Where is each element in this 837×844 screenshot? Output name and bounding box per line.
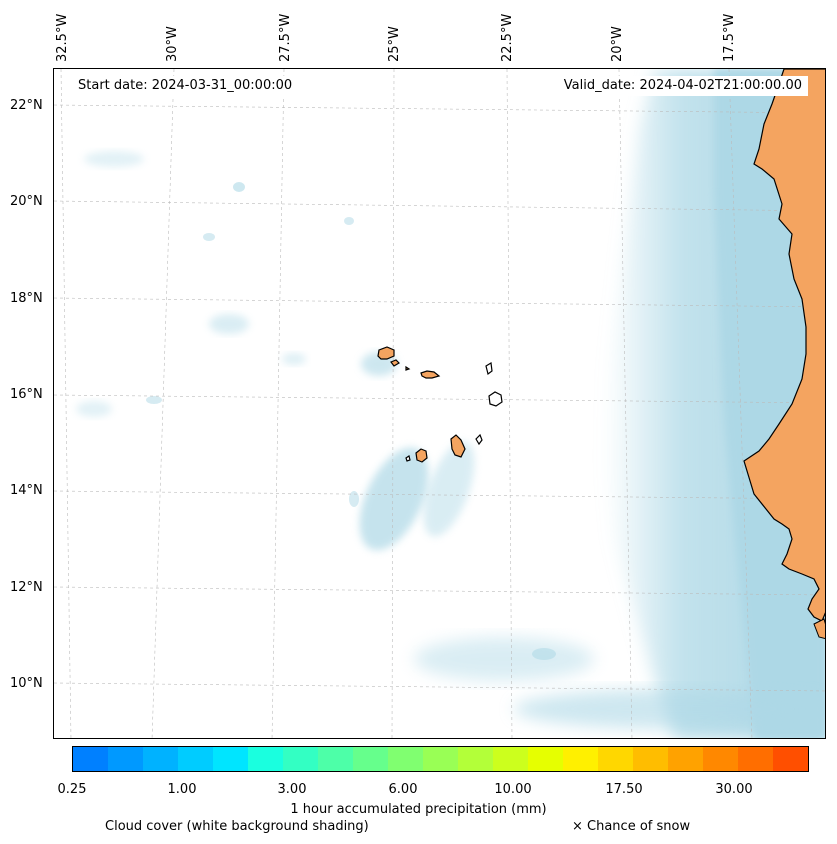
colorbar-segment-19: [738, 747, 773, 771]
colorbar-tick-label: 0.25: [57, 782, 87, 797]
map-panel: [53, 68, 826, 739]
colorbar-segment-12: [493, 747, 528, 771]
lat-label-14n: 14°N: [10, 483, 43, 498]
colorbar-segment-4: [213, 747, 248, 771]
colorbar-segment-15: [598, 747, 633, 771]
colorbar-segment-18: [703, 747, 738, 771]
lat-label-10n: 10°N: [10, 676, 43, 691]
colorbar-title: 1 hour accumulated precipitation (mm): [290, 802, 547, 817]
precipitation-colorbar: [72, 746, 809, 772]
cloud-cover-legend: Cloud cover (white background shading): [105, 819, 369, 834]
colorbar-segment-1: [108, 747, 143, 771]
colorbar-tick-label: 6.00: [388, 782, 418, 797]
lat-label-18n: 18°N: [10, 291, 43, 306]
colorbar-segment-10: [423, 747, 458, 771]
colorbar-segment-17: [668, 747, 703, 771]
lon-label-27-5w: 27.5°W: [278, 13, 293, 62]
colorbar-segment-13: [528, 747, 563, 771]
lon-label-30w: 30°W: [165, 26, 180, 62]
colorbar-segment-5: [248, 747, 283, 771]
colorbar-segment-6: [283, 747, 318, 771]
start-date-label: Start date: 2024-03-31_00:00:00: [72, 76, 299, 96]
colorbar-segment-16: [633, 747, 668, 771]
graticule: [54, 69, 825, 738]
lon-label-20w: 20°W: [610, 26, 625, 62]
colorbar-tick-label: 10.00: [494, 782, 532, 797]
colorbar-tick-label: 3.00: [277, 782, 307, 797]
colorbar-segment-2: [143, 747, 178, 771]
africa-landmass: [743, 69, 825, 622]
map-canvas: [54, 69, 825, 738]
colorbar-segment-14: [563, 747, 598, 771]
lon-label-17-5w: 17.5°W: [722, 13, 737, 62]
lat-label-22n: 22°N: [10, 98, 43, 113]
colorbar-segment-9: [388, 747, 423, 771]
cloud-cover-shading: [76, 69, 825, 738]
lat-label-12n: 12°N: [10, 580, 43, 595]
lat-label-16n: 16°N: [10, 387, 43, 402]
colorbar-segment-7: [318, 747, 353, 771]
colorbar-tick-label: 1.00: [167, 782, 197, 797]
lon-label-25w: 25°W: [387, 26, 402, 62]
lat-label-20n: 20°N: [10, 194, 43, 209]
colorbar-tick-label: 17.50: [605, 782, 643, 797]
colorbar-segment-8: [353, 747, 388, 771]
colorbar-segment-11: [458, 747, 493, 771]
colorbar-segment-0: [73, 747, 108, 771]
valid-date-label: Valid_date: 2024-04-02T21:00:00.00: [557, 76, 808, 96]
colorbar-tick-label: 30.00: [715, 782, 753, 797]
colorbar-segment-20: [773, 747, 808, 771]
lon-label-22-5w: 22.5°W: [500, 13, 515, 62]
snow-chance-legend: × Chance of snow: [572, 819, 691, 834]
cape-verde-islands: [377, 346, 503, 463]
lon-label-32-5w: 32.5°W: [55, 13, 70, 62]
colorbar-segment-3: [178, 747, 213, 771]
